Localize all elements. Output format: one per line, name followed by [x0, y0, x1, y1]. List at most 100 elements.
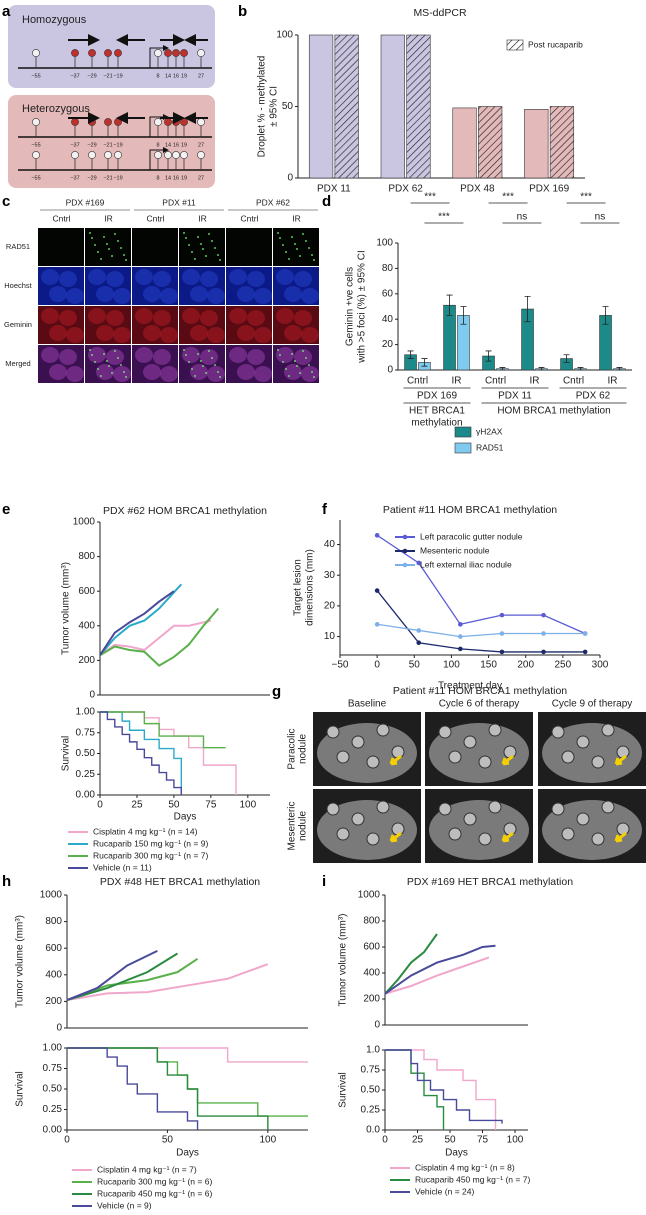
- bowel-loop: [601, 800, 615, 814]
- nucleus: [135, 308, 153, 324]
- cpg-site: [32, 49, 40, 57]
- focus: [100, 375, 102, 377]
- focus: [308, 364, 310, 366]
- nucleus: [254, 288, 272, 304]
- abdomen: [429, 800, 529, 860]
- y-tick-label: 600: [45, 943, 62, 954]
- y-tick-label: 10: [324, 631, 336, 642]
- survival-curve: [67, 1047, 199, 1130]
- error-bar: [538, 367, 545, 371]
- chart-title: PDX #62 HOM BRCA1 methylation: [103, 505, 267, 517]
- x-tick-label: PDX 11: [317, 184, 351, 195]
- nucleus: [229, 308, 247, 324]
- x-tick-label: 25: [412, 1135, 424, 1146]
- micrograph: [273, 306, 319, 344]
- focus: [205, 255, 207, 257]
- error-bar: [407, 350, 414, 359]
- cpg-position: 19: [181, 73, 187, 79]
- cpg-site: [71, 49, 79, 57]
- bowel-loop: [463, 812, 477, 826]
- nucleus: [190, 364, 208, 380]
- y-tick-label: 200: [78, 655, 95, 666]
- chart-title: MS-ddPCR: [413, 7, 467, 19]
- bowel-loop: [351, 735, 365, 749]
- y-tick-label: 80: [382, 263, 394, 274]
- focus: [211, 240, 213, 242]
- line: [377, 623, 586, 638]
- focus: [97, 368, 99, 370]
- y-tick-label: 1.00: [76, 707, 96, 718]
- survival-curve: [385, 1049, 497, 1130]
- line: [99, 619, 212, 657]
- yellow-arrow: [501, 754, 514, 766]
- nucleus: [294, 271, 312, 287]
- micrograph: [38, 345, 84, 383]
- point: [541, 612, 546, 618]
- cpg-position: −21: [103, 142, 112, 148]
- legend-label: Vehicle (n = 9): [97, 1200, 152, 1210]
- significance-label: ns: [595, 212, 606, 223]
- subcolumn-label: IR: [104, 213, 113, 223]
- cpg-position: −19: [113, 142, 122, 148]
- nucleus: [294, 310, 312, 326]
- line: [99, 607, 220, 667]
- focus: [200, 243, 202, 245]
- y-axis-label: Survival: [61, 736, 72, 772]
- x-tick-label: 0: [374, 660, 380, 671]
- cpg-position: −37: [70, 142, 79, 148]
- x-tick-label: 0: [64, 1135, 70, 1146]
- line: [66, 949, 158, 1001]
- x-tick-label: PDX 48: [460, 184, 495, 195]
- focus: [308, 247, 310, 249]
- nucleus: [229, 347, 247, 363]
- nucleus: [207, 288, 225, 304]
- y-axis-label: dimensions (mm): [305, 549, 316, 626]
- subcolumn-label: Cntrl: [53, 213, 71, 223]
- subcolumn-label: IR: [198, 213, 207, 223]
- survival-curve: [100, 711, 183, 795]
- focus: [191, 251, 193, 253]
- error-bar: [616, 367, 623, 371]
- point: [499, 612, 505, 618]
- error-bar: [524, 295, 531, 323]
- panel-letter: i: [322, 873, 326, 890]
- legend-hatch: [507, 40, 523, 50]
- line: [66, 952, 178, 1002]
- bowel-loop: [326, 802, 340, 816]
- y-tick-label: 0.75: [361, 1065, 381, 1076]
- bowel-loop: [478, 832, 492, 846]
- focus: [219, 259, 221, 261]
- cpg-position: 8: [156, 142, 159, 148]
- nucleus: [59, 310, 77, 326]
- row-label: Merged: [5, 359, 30, 368]
- focus: [111, 372, 113, 374]
- focus: [313, 376, 315, 378]
- x-tick-label: PDX 169: [529, 184, 569, 195]
- nucleus: [247, 310, 265, 326]
- cpg-position: 14: [165, 73, 171, 79]
- legend-marker: [402, 562, 408, 568]
- micrograph: [132, 228, 178, 266]
- bowel-loop: [488, 723, 502, 737]
- y-tick-label: 0: [374, 1020, 380, 1031]
- chart-title: PDX #48 HET BRCA1 methylation: [100, 876, 260, 888]
- subcolumn-label: Cntrl: [241, 213, 259, 223]
- legend-label: Rucaparib 300 mg kg⁻¹ (n = 6): [97, 1176, 212, 1186]
- point: [458, 622, 463, 627]
- methylation-label: methylation: [411, 418, 462, 429]
- methylation-label: HET BRCA1: [409, 406, 465, 417]
- cpg-position: −21: [103, 73, 112, 79]
- cpg-site: [32, 118, 40, 126]
- focus: [117, 357, 119, 359]
- y-tick-label: 800: [45, 916, 62, 927]
- y-tick-label: 30: [324, 570, 336, 581]
- subcolumn-label: Cntrl: [147, 213, 165, 223]
- bowel-loop: [448, 827, 462, 841]
- row-label: RAD51: [6, 242, 30, 251]
- focus: [277, 349, 279, 351]
- focus: [94, 244, 96, 246]
- point: [416, 640, 422, 646]
- nucleus: [66, 327, 84, 343]
- y-tick-label: 1000: [358, 890, 381, 901]
- focus: [211, 357, 213, 359]
